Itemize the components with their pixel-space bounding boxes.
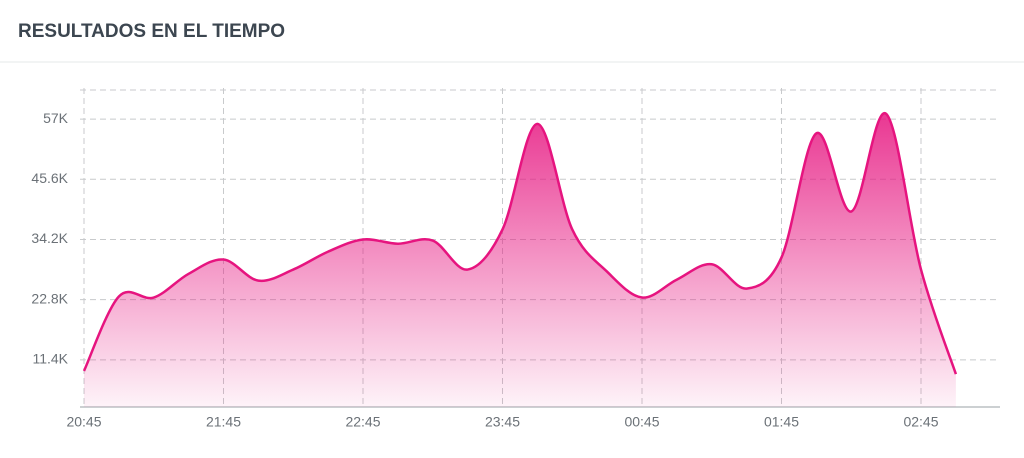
y-tick-label: 57K [43, 110, 69, 126]
area-line [82, 112, 958, 375]
x-tick-label: 20:45 [66, 414, 101, 430]
x-tick-label: 21:45 [206, 414, 241, 430]
y-tick-label: 45.6K [31, 170, 68, 186]
x-tick-label: 22:45 [345, 414, 380, 430]
x-tick-label: 23:45 [485, 414, 520, 430]
y-tick-label: 22.8K [31, 290, 68, 306]
y-tick-label: 11.4K [32, 351, 68, 367]
x-tick-label: 01:45 [764, 414, 799, 430]
x-tick-label: 02:45 [903, 414, 938, 430]
y-tick-label: 34.2K [31, 230, 68, 246]
chart-title: RESULTADOS EN EL TIEMPO [18, 21, 285, 42]
area-fill [84, 113, 956, 408]
x-tick-label: 00:45 [624, 414, 659, 430]
